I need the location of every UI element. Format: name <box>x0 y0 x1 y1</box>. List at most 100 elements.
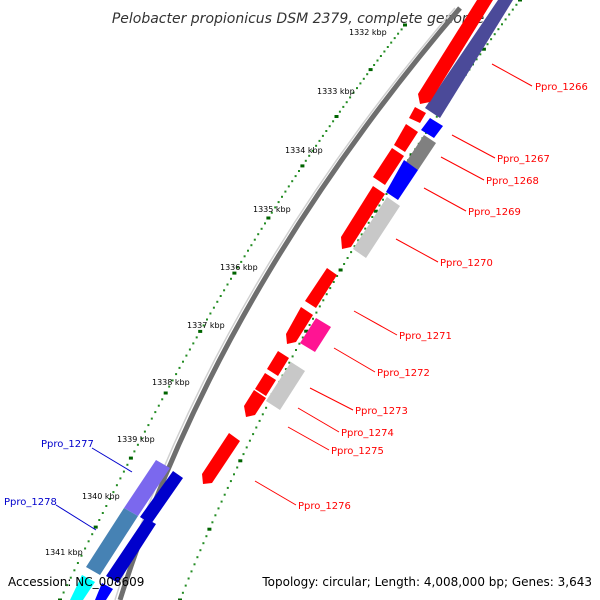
tick-dot <box>321 134 324 137</box>
tick-dot <box>193 563 196 566</box>
tick-label-1333: 1333 kbp <box>317 87 355 96</box>
tick-dot <box>136 443 139 446</box>
tick-dot <box>168 385 171 388</box>
tick-label-1341: 1341 kbp <box>45 548 83 557</box>
tick-dot <box>345 101 348 104</box>
tick-dot <box>366 73 369 76</box>
tick-dot <box>229 480 232 483</box>
tick-dot <box>161 398 164 401</box>
tick-dot <box>308 324 311 326</box>
tick-dot <box>115 484 118 487</box>
label-ppro-1268: Ppro_1268 <box>486 176 539 187</box>
tick-dot <box>101 512 104 514</box>
tick-dot <box>219 295 222 297</box>
tick-dot <box>98 519 101 521</box>
cds-ppro-1270 <box>341 186 385 249</box>
tick-dot <box>112 491 115 494</box>
tick-dot <box>108 498 111 500</box>
tick-dot <box>62 591 65 594</box>
tick-dot <box>342 105 345 108</box>
tick-dot <box>163 391 168 395</box>
tick-dot <box>248 439 251 442</box>
tick-label-1332: 1332 kbp <box>349 28 387 37</box>
tick-dot <box>318 305 321 308</box>
tick-dot <box>284 368 287 371</box>
tick-dot <box>332 281 335 283</box>
tick-dot <box>400 28 403 31</box>
tick-dot <box>325 293 328 296</box>
cds-ppro-1274 <box>255 373 276 396</box>
tick-dot <box>497 28 500 31</box>
tick-dot <box>486 43 489 46</box>
label-ppro-1273: Ppro_1273 <box>355 406 408 417</box>
tick-dot <box>332 120 335 123</box>
tick-dot <box>147 424 150 427</box>
tick-dot <box>205 535 208 538</box>
tick-dot <box>277 201 280 204</box>
tick-dot <box>353 245 356 248</box>
tick-dot <box>301 336 304 339</box>
tick-dot <box>298 170 300 172</box>
tick-dot <box>281 195 283 198</box>
genome-backbone-inner <box>114 7 456 600</box>
cds-ppro-1276 <box>202 433 240 484</box>
tick-dot <box>378 204 381 207</box>
tick-dot <box>504 18 507 21</box>
tick-dot <box>196 556 199 559</box>
tick-dot <box>393 37 396 40</box>
tick-dot <box>260 227 263 230</box>
tick-dot <box>175 373 178 376</box>
tick-dot <box>383 50 386 53</box>
tick-dot <box>261 413 264 416</box>
tick-dot <box>362 77 365 80</box>
tick-dot <box>343 263 346 265</box>
tick-dot <box>435 115 438 118</box>
tick-dot <box>242 453 245 456</box>
tick-dot <box>360 233 363 236</box>
tick-dot <box>385 193 388 195</box>
tick-dot <box>58 598 62 600</box>
tick-dot <box>274 206 277 209</box>
tick-dot <box>511 8 514 11</box>
tick-dot <box>379 55 382 57</box>
tick-dot <box>220 500 223 503</box>
tick-dot <box>140 437 143 440</box>
tick-dot <box>291 180 294 183</box>
tick-dot <box>322 299 325 302</box>
tick-dot <box>171 379 174 382</box>
tick-dot <box>80 554 83 557</box>
tick-dot <box>182 360 184 363</box>
cds-ppro-1275 <box>244 390 266 417</box>
tick-dot <box>202 324 205 327</box>
tick-dot <box>199 549 202 552</box>
tick-dot <box>184 584 187 587</box>
tick-dot <box>334 115 339 118</box>
tick-dot <box>288 361 291 364</box>
tick-label-1335: 1335 kbp <box>253 205 291 214</box>
tick-dot <box>126 463 129 466</box>
tick-dot <box>236 466 239 469</box>
tick-dot <box>154 411 157 414</box>
tick-dot <box>257 233 260 236</box>
tick-dot <box>352 91 355 94</box>
feature-navy <box>425 0 513 118</box>
tick-dot <box>368 68 373 72</box>
tick-dot <box>304 159 307 162</box>
tick-dot <box>479 53 482 56</box>
tick-dot <box>294 175 297 178</box>
tick-label-1340: 1340 kbp <box>82 492 120 501</box>
tick-dot <box>206 318 208 321</box>
tick-label-1339: 1339 kbp <box>117 435 155 444</box>
tick-dot <box>232 271 237 275</box>
cds-ppro-1271 <box>305 268 337 308</box>
tick-dot <box>373 209 378 213</box>
gene-labels: Ppro_1266 Ppro_1267 Ppro_1268 Ppro_1269 … <box>4 63 588 531</box>
tick-dot <box>382 198 384 201</box>
tick-dot <box>247 249 249 252</box>
tick-dot <box>230 277 232 280</box>
label-ppro-1274: Ppro_1274 <box>341 428 394 439</box>
tick-dot <box>315 311 318 314</box>
tick-dot <box>178 598 182 600</box>
tick-dot <box>84 547 87 550</box>
